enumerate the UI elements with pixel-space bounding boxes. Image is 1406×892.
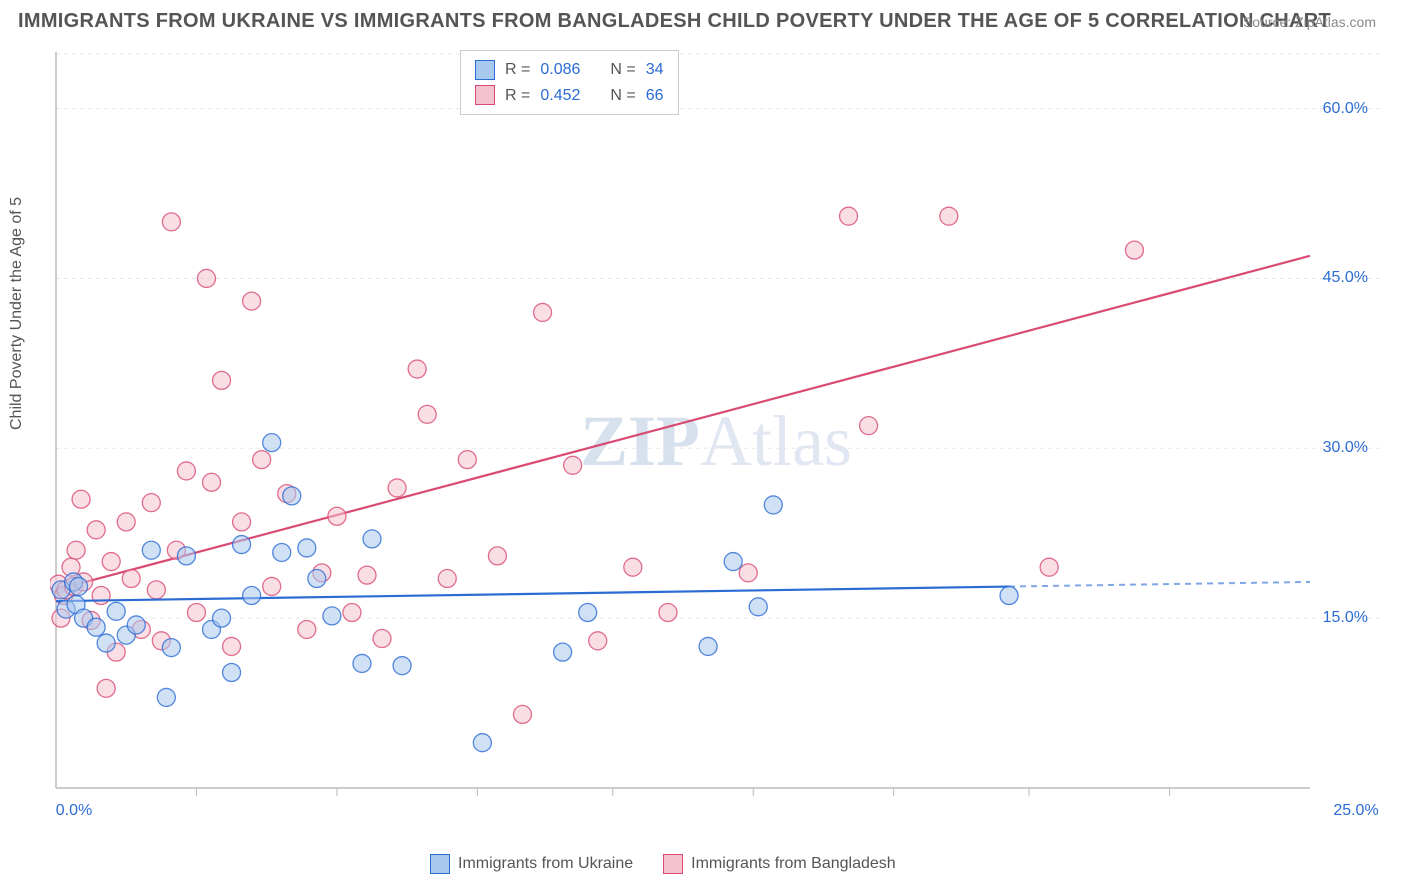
- swatch-ukraine: [475, 60, 495, 80]
- n-label-1: N =: [610, 83, 635, 109]
- n-value-0: 34: [646, 57, 664, 83]
- r-label-1: R =: [505, 83, 530, 109]
- legend-item-ukraine: Immigrants from Ukraine: [430, 854, 633, 874]
- x-tick-label: 25.0%: [1333, 802, 1378, 820]
- swatch-bangladesh: [475, 85, 495, 105]
- legend-stats: R = 0.086 N = 34 R = 0.452 N = 66: [460, 50, 679, 115]
- r-value-0: 0.086: [540, 57, 580, 83]
- legend-series: Immigrants from Ukraine Immigrants from …: [430, 854, 896, 874]
- chart-title: IMMIGRANTS FROM UKRAINE VS IMMIGRANTS FR…: [18, 10, 1331, 33]
- y-tick-label: 45.0%: [1323, 269, 1368, 287]
- x-tick-label: 0.0%: [56, 802, 92, 820]
- r-value-1: 0.452: [540, 83, 580, 109]
- legend-item-bangladesh: Immigrants from Bangladesh: [663, 854, 896, 874]
- y-tick-label: 60.0%: [1323, 100, 1368, 118]
- n-value-1: 66: [646, 83, 664, 109]
- y-axis-label: Child Poverty Under the Age of 5: [8, 197, 26, 430]
- legend-label-bangladesh: Immigrants from Bangladesh: [691, 855, 896, 873]
- scatter-svg: [50, 48, 1380, 818]
- chart-area: 15.0% 30.0% 45.0% 60.0% 0.0% 25.0%: [50, 48, 1380, 818]
- y-tick-label: 30.0%: [1323, 439, 1368, 457]
- legend-stats-row-1: R = 0.452 N = 66: [475, 83, 664, 109]
- y-tick-label: 15.0%: [1323, 609, 1368, 627]
- legend-stats-row-0: R = 0.086 N = 34: [475, 57, 664, 83]
- r-label-0: R =: [505, 57, 530, 83]
- legend-label-ukraine: Immigrants from Ukraine: [458, 855, 633, 873]
- swatch-bangladesh-b: [663, 854, 683, 874]
- source-label: Source: ZipAtlas.com: [1243, 14, 1376, 30]
- n-label-0: N =: [610, 57, 635, 83]
- swatch-ukraine-b: [430, 854, 450, 874]
